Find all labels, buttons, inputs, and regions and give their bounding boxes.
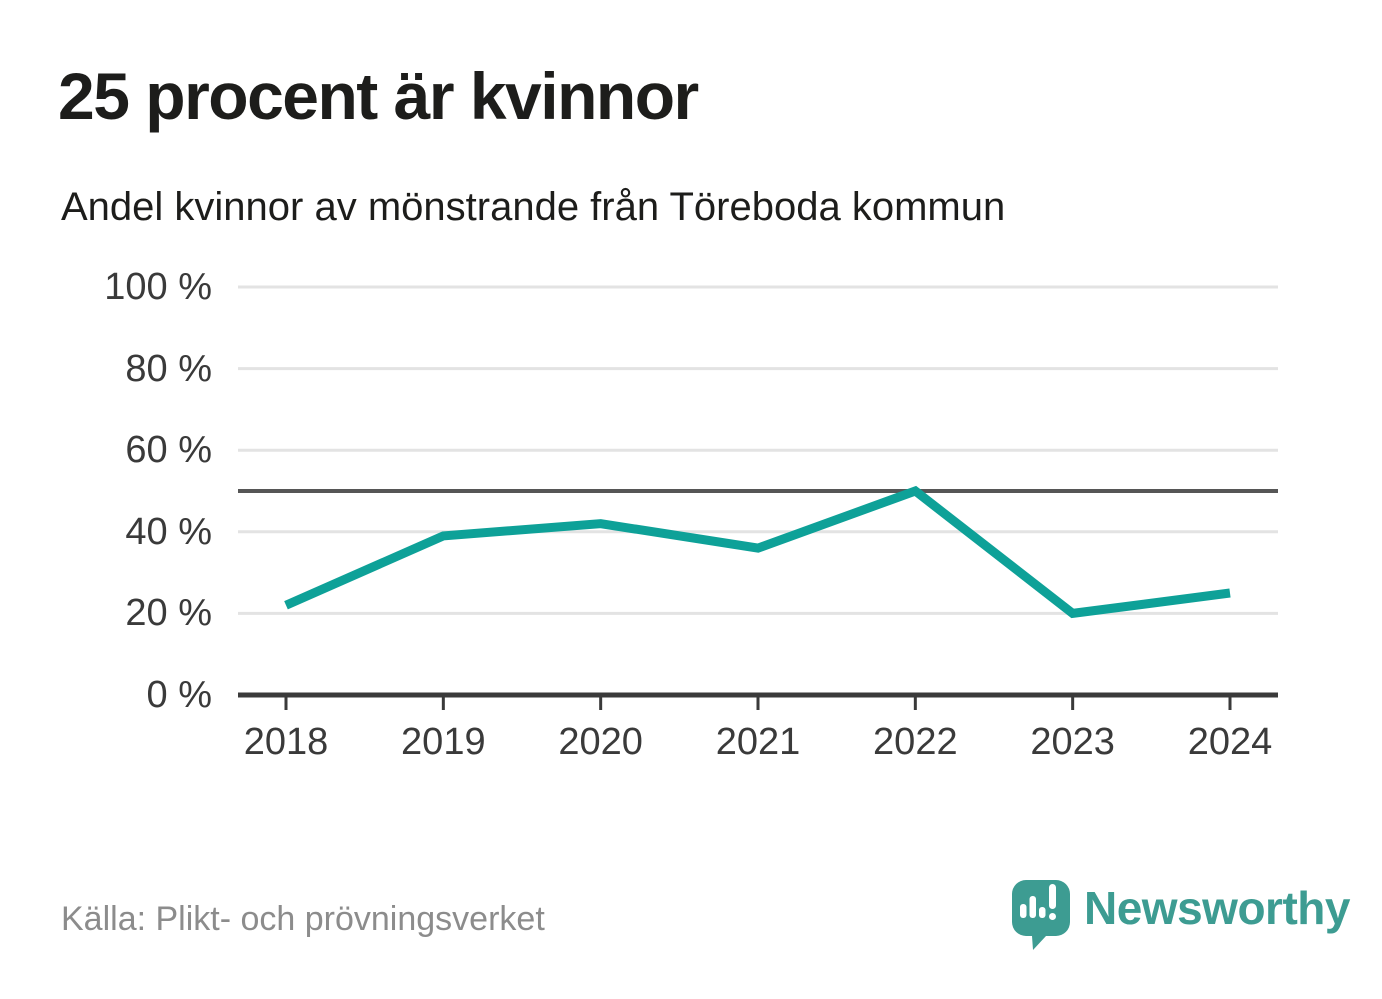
chart-title: 25 procent är kvinnor: [58, 59, 699, 133]
x-axis-label-2018: 2018: [243, 721, 329, 763]
y-axis-label-40: 40 %: [125, 510, 212, 553]
x-axis-label-2024: 2024: [1187, 721, 1273, 763]
newsworthy-speech-bubble-icon: [1012, 880, 1070, 950]
x-axis-label-2023: 2023: [1030, 721, 1115, 763]
newsworthy-wordmark: Newsworthy: [1084, 882, 1350, 934]
y-axis-label-0: 0 %: [146, 674, 212, 716]
x-axis-label-2021: 2021: [715, 721, 801, 763]
data-line: [284, 485, 1231, 619]
x-axis-label-2020: 2020: [558, 721, 643, 763]
newsworthy-logo: Newsworthy: [1008, 877, 1350, 951]
x-axis-label-2019: 2019: [401, 721, 486, 763]
y-axis-label-100: 100 %: [104, 266, 212, 308]
y-axis-label-20: 20 %: [125, 592, 212, 635]
source-caption: Källa: Plikt- och prövningsverket: [61, 900, 545, 938]
y-axis-label-60: 60 %: [125, 429, 212, 472]
chart-subtitle: Andel kvinnor av mönstrande från Törebod…: [61, 185, 1006, 229]
y-axis-label-80: 80 %: [125, 347, 212, 390]
x-axis-label-2022: 2022: [873, 721, 958, 763]
